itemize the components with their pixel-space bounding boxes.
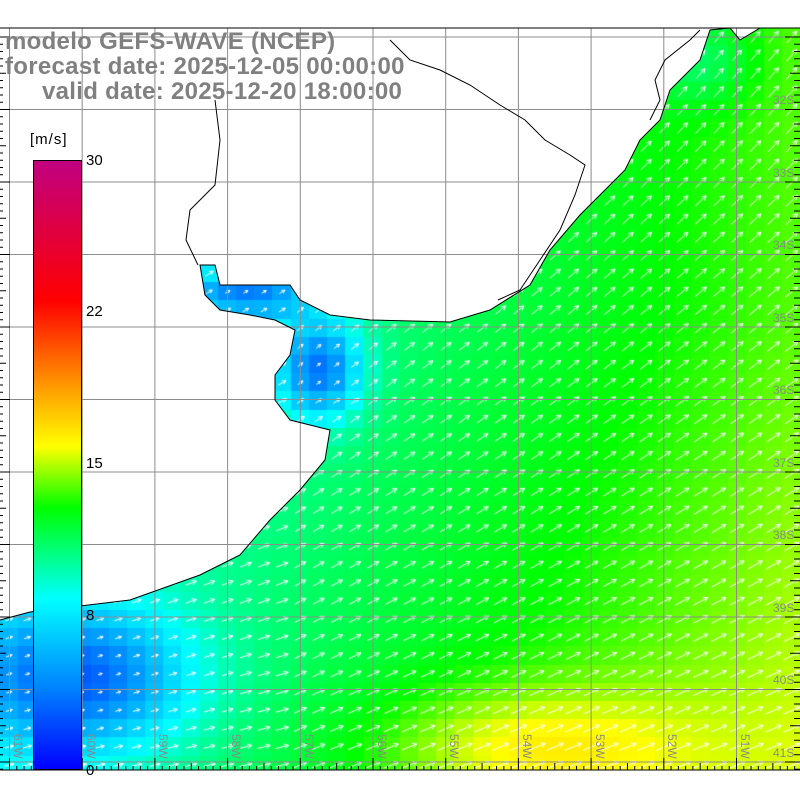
latitude-label: 34S xyxy=(773,238,795,252)
axis-ticks xyxy=(0,27,800,771)
forecast-date: forecast date: 2025-12-05 00:00:00 xyxy=(5,53,405,80)
latitude-label: 35S xyxy=(773,310,795,325)
model-title: modelo GEFS-WAVE (NCEP) xyxy=(5,28,336,55)
colorbar-tick: 30 xyxy=(86,152,103,169)
longitude-label: 57W xyxy=(301,734,316,759)
colorbar xyxy=(33,160,82,770)
latitude-label: 41S xyxy=(773,745,795,760)
colorbar-tick: 22 xyxy=(86,303,103,320)
graticule xyxy=(0,28,800,770)
latitude-label: 33S xyxy=(773,165,795,180)
valid-date: valid date: 2025-12-20 18:00:00 xyxy=(42,78,403,105)
longitude-label: 61W xyxy=(11,734,25,759)
latitude-label: 39S xyxy=(773,600,795,615)
colorbar-tick: 0 xyxy=(86,762,95,779)
latitude-label: 37S xyxy=(773,455,795,470)
longitude-label: 52W xyxy=(665,734,680,759)
longitude-label: 55W xyxy=(447,734,462,759)
latitude-label: 40S xyxy=(773,673,795,687)
colorbar-tick: 15 xyxy=(86,455,103,472)
latitude-label: 38S xyxy=(773,528,795,542)
longitude-label: 60W xyxy=(83,734,98,759)
longitude-label: 59W xyxy=(156,734,171,759)
coastline xyxy=(0,27,761,621)
colorbar-units: [m/s] xyxy=(30,131,68,148)
longitude-label: 51W xyxy=(738,734,752,759)
latitude-label: 32S xyxy=(773,93,795,107)
colorbar-tick: 8 xyxy=(86,607,95,624)
longitude-label: 54W xyxy=(519,734,534,759)
longitude-label: 53W xyxy=(592,734,607,759)
longitude-label: 56W xyxy=(374,734,389,759)
longitude-label: 58W xyxy=(229,734,244,759)
latitude-label: 36S xyxy=(773,383,795,397)
